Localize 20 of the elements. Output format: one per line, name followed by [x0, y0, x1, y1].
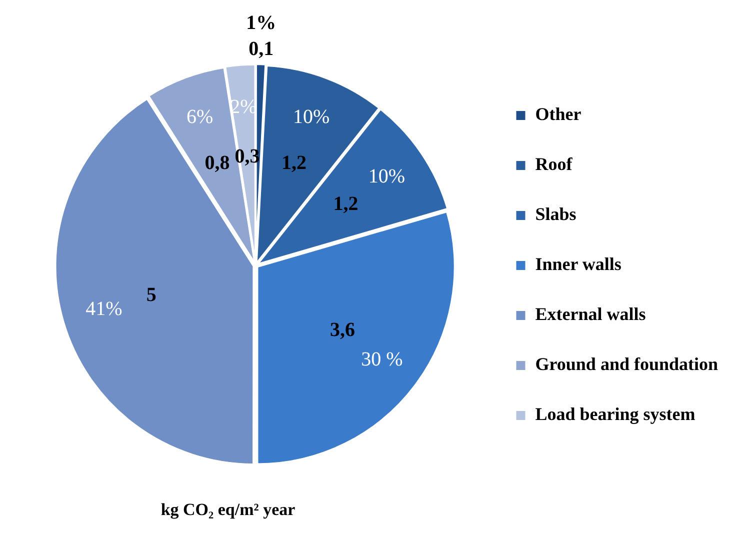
text: 10% [293, 106, 330, 128]
data-label: 0,1 [248, 38, 274, 60]
legend-label: Roof [535, 154, 574, 174]
legend-label: Other [535, 104, 582, 124]
legend-label: Slabs [535, 204, 576, 224]
data-label: 3,6 [330, 318, 356, 341]
text: kg CO₂ eq/m² year [160, 500, 296, 520]
data-label: 1,2 [333, 193, 358, 216]
text: 6% [186, 106, 214, 128]
legend-label: Ground and foundation [535, 354, 718, 374]
data-label: 0,8 [204, 152, 230, 174]
legend-label: External walls [535, 304, 646, 324]
text: 30 % [361, 348, 403, 371]
legend-label: Inner walls [535, 254, 622, 274]
data-label: 1,2 [281, 152, 306, 174]
text: 41% [86, 298, 122, 320]
text: 1% [246, 12, 276, 34]
data-label: 5 [146, 284, 156, 306]
text: 10% [368, 166, 406, 188]
legend-label: Load bearing system [535, 404, 696, 424]
